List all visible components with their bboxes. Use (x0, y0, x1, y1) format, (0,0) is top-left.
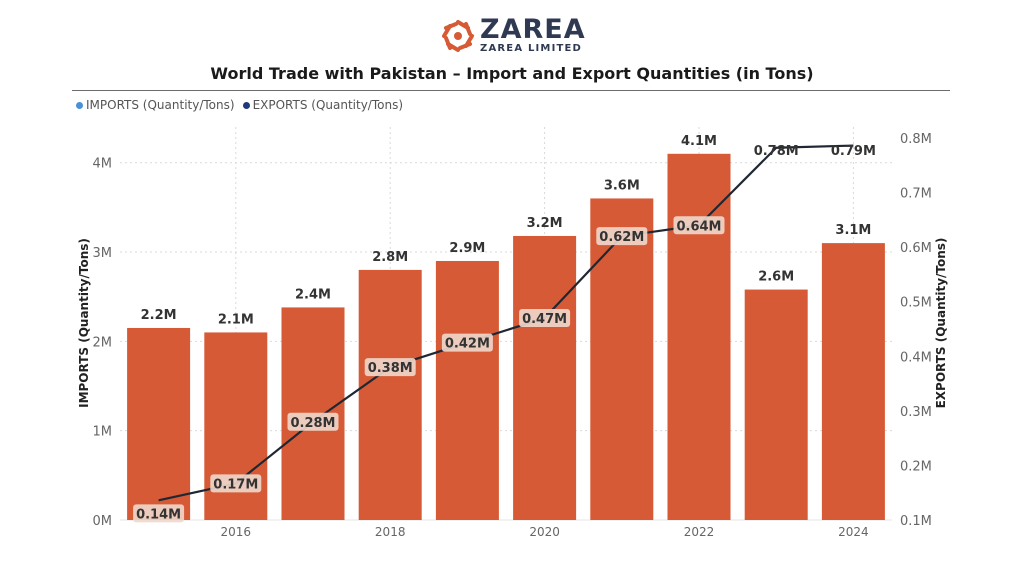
export-label-box (364, 358, 416, 377)
y-right-tick-label: 0.6M (900, 241, 932, 256)
y-left-tick-label: 1M (93, 425, 113, 440)
legend-item-imports[interactable]: IMPORTS (Quantity/Tons) (76, 98, 235, 112)
import-bar (435, 260, 499, 520)
import-bar-label: 2.8M (372, 250, 408, 265)
import-bar-label: 3.2M (527, 216, 563, 231)
y-right-tick-label: 0.8M (900, 132, 932, 147)
export-data-label: 0.14M (136, 507, 181, 522)
export-label-box (596, 227, 648, 246)
import-bar (821, 243, 885, 520)
y-right-axis-title: EXPORTS (Quantity/Tons) (934, 238, 948, 409)
x-tick-label: 2018 (375, 525, 406, 539)
y-right-tick-label: 0.7M (900, 187, 932, 202)
import-bar-label: 2.9M (449, 241, 485, 256)
import-bar (358, 269, 422, 520)
export-label-box (519, 309, 571, 328)
legend-label-imports: IMPORTS (Quantity/Tons) (86, 98, 235, 112)
export-data-label: 0.28M (290, 416, 335, 431)
x-tick-label: 2024 (838, 525, 869, 539)
x-tick-label: 2022 (684, 525, 715, 539)
export-data-label: 0.79M (831, 144, 876, 159)
y-left-tick-label: 4M (93, 157, 113, 172)
brand-logo: ZAREA ZAREA LIMITED (440, 14, 590, 56)
chart-title: World Trade with Pakistan – Import and E… (210, 64, 814, 83)
legend-label-exports: EXPORTS (Quantity/Tons) (252, 98, 404, 112)
zarea-logo-icon (442, 20, 474, 52)
import-bar (590, 198, 654, 521)
import-bar (744, 289, 808, 520)
y-right-tick-label: 0.5M (900, 296, 932, 311)
import-bar-label: 2.1M (218, 312, 254, 327)
y-right-tick-label: 0.3M (900, 405, 932, 420)
title-divider (72, 90, 950, 91)
y-left-tick-label: 0M (93, 514, 113, 529)
legend-item-exports[interactable]: EXPORTS (Quantity/Tons) (242, 98, 404, 112)
import-bar (667, 153, 731, 520)
import-bar-label: 2.2M (141, 308, 177, 323)
y-right-tick-label: 0.1M (900, 514, 932, 529)
export-label-box (441, 333, 493, 352)
y-right-tick-label: 0.2M (900, 459, 932, 474)
exports-legend-dot-icon (242, 101, 250, 109)
brand-tagline: ZAREA LIMITED (480, 43, 583, 54)
export-data-label: 0.62M (599, 230, 644, 245)
export-label-box (287, 412, 339, 431)
y-left-tick-label: 2M (93, 335, 113, 350)
export-label-box (673, 216, 725, 235)
y-right-tick-label: 0.4M (900, 350, 932, 365)
brand-name: ZAREA (480, 14, 586, 45)
export-data-label: 0.47M (522, 312, 567, 327)
imports-legend-dot-icon (76, 101, 83, 109)
export-data-label: 0.38M (368, 361, 413, 376)
import-bar (127, 327, 191, 520)
export-label-box (210, 474, 262, 493)
export-data-label: 0.17M (213, 477, 258, 492)
import-bar-label: 3.1M (835, 223, 871, 238)
y-left-axis-title: IMPORTS (Quantity/Tons) (77, 238, 91, 408)
y-left-tick-label: 3M (93, 246, 113, 261)
import-bar-label: 2.4M (295, 287, 331, 302)
export-data-label: 0.64M (676, 219, 721, 234)
import-bar-label: 3.6M (604, 178, 640, 193)
x-tick-label: 2016 (221, 525, 252, 539)
import-bar-label: 4.1M (681, 134, 717, 149)
export-label-box (133, 504, 185, 523)
export-line (158, 144, 854, 502)
import-bar (513, 235, 577, 520)
chart-legend: IMPORTS (Quantity/Tons) EXPORTS (Quantit… (76, 98, 403, 112)
export-data-label: 0.78M (754, 144, 799, 159)
export-data-label: 0.42M (445, 337, 490, 352)
import-bar-label: 2.6M (758, 270, 794, 285)
x-tick-label: 2020 (529, 525, 560, 539)
